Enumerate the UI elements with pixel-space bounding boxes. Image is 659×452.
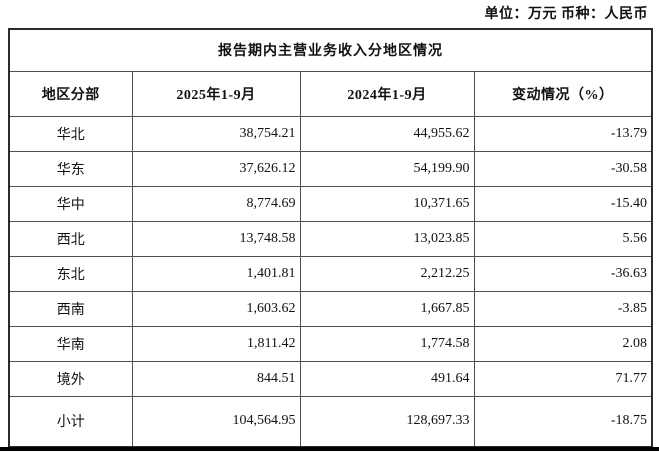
region-cell: 西南 <box>8 290 133 327</box>
value-cell: 71.77 <box>473 360 653 397</box>
value-cell: 44,955.62 <box>299 115 475 152</box>
region-cell: 华东 <box>8 150 133 187</box>
value-cell: 128,697.33 <box>299 395 475 448</box>
region-cell: 境外 <box>8 360 133 397</box>
value-cell: 1,603.62 <box>131 290 301 327</box>
region-cell: 华中 <box>8 185 133 222</box>
value-cell: 491.64 <box>299 360 475 397</box>
value-cell: 1,811.42 <box>131 325 301 362</box>
region-cell: 华南 <box>8 325 133 362</box>
column-header-2025: 2025年1-9月 <box>131 70 301 117</box>
value-cell: -36.63 <box>473 255 653 292</box>
table-row: 华南 1,811.42 1,774.58 2.08 <box>8 325 653 362</box>
region-cell: 华北 <box>8 115 133 152</box>
table-row: 西北 13,748.58 13,023.85 5.56 <box>8 220 653 257</box>
table-title: 报告期内主营业务收入分地区情况 <box>8 28 653 72</box>
value-cell: -18.75 <box>473 395 653 448</box>
table-row: 西南 1,603.62 1,667.85 -3.85 <box>8 290 653 327</box>
value-cell: 1,774.58 <box>299 325 475 362</box>
region-revenue-table: 报告期内主营业务收入分地区情况 地区分部 2025年1-9月 2024年1-9月… <box>8 28 653 448</box>
table-row: 小计 104,564.95 128,697.33 -18.75 <box>8 395 653 448</box>
table-row: 华东 37,626.12 54,199.90 -30.58 <box>8 150 653 187</box>
unit-label: 单位：万元 币种：人民币 <box>484 7 648 22</box>
column-header-change: 变动情况（%） <box>473 70 653 117</box>
value-cell: 10,371.65 <box>299 185 475 222</box>
value-cell: 2.08 <box>473 325 653 362</box>
table-header-row: 地区分部 2025年1-9月 2024年1-9月 变动情况（%） <box>8 70 653 117</box>
value-cell: 1,401.81 <box>131 255 301 292</box>
value-cell: -3.85 <box>473 290 653 327</box>
value-cell: 844.51 <box>131 360 301 397</box>
table-title-row: 报告期内主营业务收入分地区情况 <box>8 28 653 72</box>
region-cell: 西北 <box>8 220 133 257</box>
value-cell: -30.58 <box>473 150 653 187</box>
table-row: 东北 1,401.81 2,212.25 -36.63 <box>8 255 653 292</box>
value-cell: 8,774.69 <box>131 185 301 222</box>
column-header-region: 地区分部 <box>8 70 133 117</box>
value-cell: 38,754.21 <box>131 115 301 152</box>
table-row: 境外 844.51 491.64 71.77 <box>8 360 653 397</box>
page-bottom-rule <box>0 447 659 451</box>
value-cell: 5.56 <box>473 220 653 257</box>
value-cell: 54,199.90 <box>299 150 475 187</box>
value-cell: 1,667.85 <box>299 290 475 327</box>
table-body: 华北 38,754.21 44,955.62 -13.79 华东 37,626.12 54,… <box>8 115 653 448</box>
table-row: 华中 8,774.69 10,371.65 -15.40 <box>8 185 653 222</box>
value-cell: 13,023.85 <box>299 220 475 257</box>
region-cell: 小计 <box>8 395 133 448</box>
region-cell: 东北 <box>8 255 133 292</box>
column-header-2024: 2024年1-9月 <box>299 70 475 117</box>
value-cell: 13,748.58 <box>131 220 301 257</box>
value-cell: 104,564.95 <box>131 395 301 448</box>
value-cell: -13.79 <box>473 115 653 152</box>
value-cell: 37,626.12 <box>131 150 301 187</box>
value-cell: 2,212.25 <box>299 255 475 292</box>
value-cell: -15.40 <box>473 185 653 222</box>
table-row: 华北 38,754.21 44,955.62 -13.79 <box>8 115 653 152</box>
